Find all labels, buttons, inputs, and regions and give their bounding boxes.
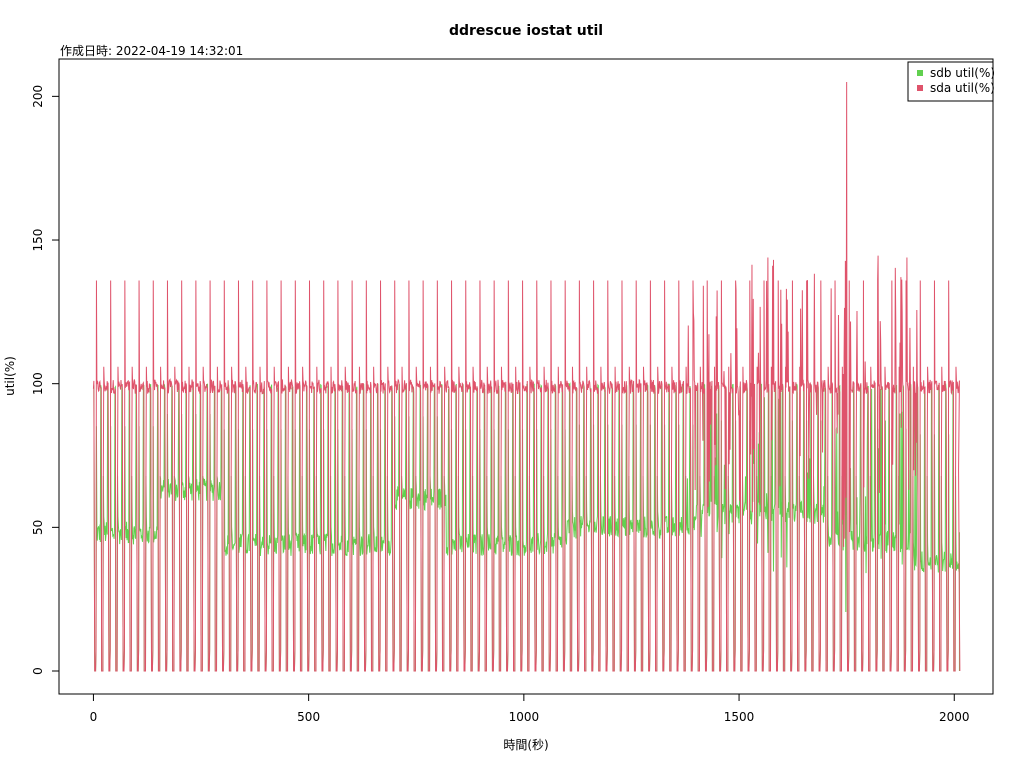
series-line-sdb	[93, 382, 960, 672]
chart-title: ddrescue iostat util	[449, 23, 603, 39]
y-axis-label: util(%)	[3, 356, 17, 396]
legend-label-sda: sda util(%)	[930, 81, 995, 95]
y-tick-label: 50	[31, 520, 45, 535]
series-layer	[92, 81, 961, 672]
legend-swatch-sdb	[917, 70, 923, 76]
x-axis-label: 時間(秒)	[503, 738, 548, 752]
y-tick-label: 200	[31, 85, 45, 108]
y-tick-label: 0	[31, 667, 45, 675]
legend-box	[907, 61, 994, 102]
legend-label-sdb: sdb util(%)	[930, 66, 995, 80]
plot-frame	[58, 58, 994, 695]
legend-swatch-sda	[917, 85, 923, 91]
y-tick-label: 150	[31, 229, 45, 252]
x-tick-label: 0	[90, 710, 98, 724]
chart-subtitle: 作成日時: 2022-04-19 14:32:01	[60, 44, 243, 58]
legend: sdb util(%) sda util(%)	[907, 61, 995, 102]
y-axis: 0 50 100 150 200	[31, 85, 60, 675]
x-axis: 0 500 1000 1500 2000	[90, 693, 970, 724]
x-tick-label: 500	[297, 710, 320, 724]
x-tick-label: 1000	[509, 710, 540, 724]
x-tick-label: 1500	[724, 710, 755, 724]
series-line-sda	[92, 81, 961, 672]
x-tick-label: 2000	[939, 710, 970, 724]
y-tick-label: 100	[31, 372, 45, 395]
